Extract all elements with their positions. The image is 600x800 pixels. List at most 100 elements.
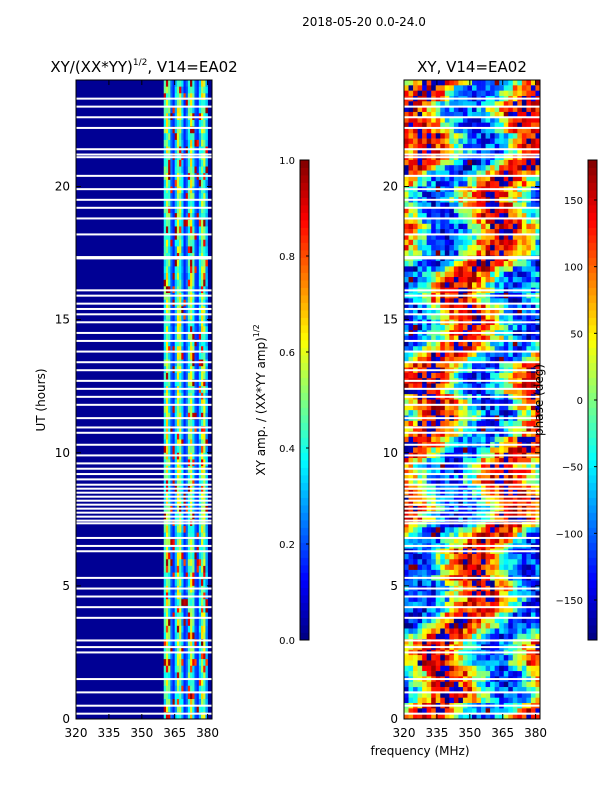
heatmap1-cell [187,665,191,673]
heatmap1-cell [203,426,206,434]
heatmap2-cell [521,324,527,331]
heatmap2-cell [417,516,423,523]
heatmap2-cell [476,314,482,320]
heatmap2-cell [449,127,455,134]
heatmap2-cell [490,340,495,347]
heatmap2-cell [481,245,486,251]
heatmap1-cell [192,625,195,633]
heatmap1-cell [205,472,208,480]
heatmap2-cell [481,569,486,576]
heatmap2-cell [499,351,505,358]
heatmap1-cell [185,432,189,440]
heatmap1-cell [181,665,184,673]
heatmap1-cell [192,179,195,187]
heatmap2-cell [408,569,414,576]
heatmap2-cell [485,351,491,358]
heatmap2-cell [458,447,464,454]
heatmap2-cell [404,399,409,406]
heatmap1-cell [174,139,178,147]
heatmap2-cell [462,308,468,315]
colorbar-segment [300,167,309,176]
heatmap1-cell [170,266,173,274]
heatmap2-cell [426,580,432,587]
heatmap1-cell [181,705,184,713]
heatmap2-cell [453,101,459,107]
heatmap2-cell [535,559,541,565]
heatmap2-cell [512,218,518,225]
heatmap1-cell [192,412,195,420]
heatmap1-cell [203,685,206,693]
heatmap2-cell [490,410,495,416]
heatmap2-cell [535,479,541,486]
heatmap1-cell [192,559,195,567]
heatmap2-cell [526,127,532,134]
heatmap1-cell [205,273,208,280]
heatmap2-cell [449,101,455,107]
heatmap2-cell [526,101,532,107]
heatmap1-cell [187,552,191,560]
flag-line [76,116,212,119]
heatmap2-cell [521,447,527,454]
heatmap1-cell [205,426,208,434]
heatmap2-cell [472,383,477,390]
heatmap2-cell [512,282,518,288]
heatmap1-cell [192,692,195,700]
heatmap1-cell [179,665,182,673]
heatmap1-cell [179,199,182,207]
heatmap2-cell [530,495,536,501]
heatmap2-cell [476,133,482,139]
heatmap2-cell [503,521,509,528]
heatmap2-cell [503,484,509,491]
heatmap1-cell [190,599,193,607]
heatmap2-cell [476,191,482,198]
colorbar-segment [300,632,309,641]
heatmap2-cell [444,138,450,145]
heatmap2-cell [512,500,518,507]
flag-line [76,403,212,406]
heatmap2-cell [440,500,446,507]
heatmap2-cell [521,271,527,278]
heatmap2-cell [417,388,423,395]
heatmap1-cell [196,86,200,94]
heatmap1-cell [165,226,169,234]
heatmap2-cell [408,527,414,533]
heatmap1-cell [174,312,178,320]
heatmap1-cell [185,166,189,174]
heatmap2-cell [413,207,418,214]
heatmap1-cell [185,106,189,114]
heatmap2-cell [440,580,446,587]
heatmap2-cell [490,569,495,576]
heatmap2-cell [422,324,427,331]
heatmap1-cell [174,426,178,434]
heatmap2-cell [422,537,427,544]
heatmap1-cell [172,93,176,101]
heatmap1-cell [187,326,191,334]
heatmap1-cell [176,665,180,673]
heatmap2-cell [458,569,464,576]
heatmap1-cell [172,685,176,693]
heatmap2-cell [467,447,473,454]
heatmap1-cell [168,612,171,620]
heatmap2-cell [458,266,464,273]
heatmap2-cell [413,553,418,560]
heatmap1-cell [201,639,204,647]
heatmap2-cell [444,218,450,225]
heatmap2-cell [517,149,523,155]
heatmap1-cell [185,532,189,540]
heatmap1-cell [170,579,173,587]
heatmap1-cell [205,159,208,167]
heatmap2-cell [508,324,514,331]
heatmap2-cell [499,165,505,171]
heatmap2-cell [449,447,455,454]
heatmap2-cell [494,170,500,177]
colorbar-segment [300,272,309,281]
heatmap1-cell [183,605,186,613]
heatmap1-cell [185,672,189,680]
heatmap1-cell [172,126,176,134]
heatmap2-cell [422,111,427,118]
heatmap2-cell [413,559,418,565]
heatmap2-cell [435,191,441,198]
heatmap2-cell [417,569,423,576]
heatmap2-cell [472,324,477,331]
heatmap2-cell [467,101,473,107]
